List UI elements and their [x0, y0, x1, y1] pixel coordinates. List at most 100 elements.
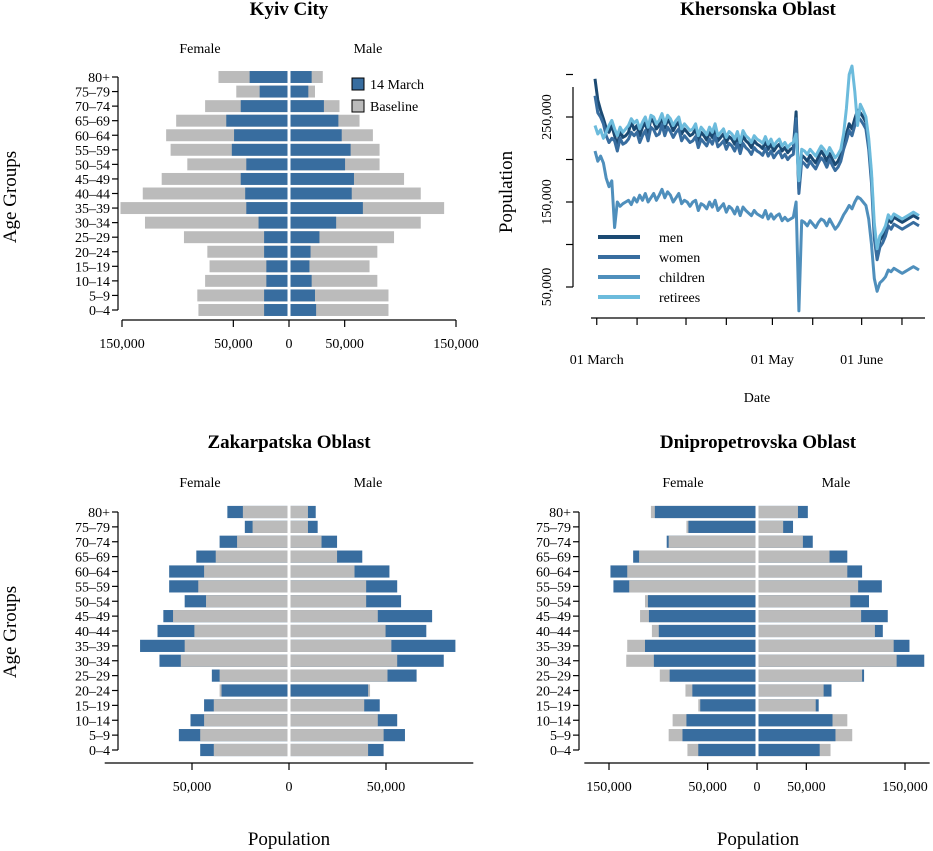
kyiv-xtick-label: 150,000 [99, 337, 145, 352]
kyiv-xtick-label: 50,000 [214, 337, 253, 352]
kyiv-female-march-bar [264, 231, 288, 244]
dnipro-age-tick: 5–9 [550, 729, 571, 744]
zak-age-tick: 5–9 [89, 729, 110, 744]
dnipro-age-tick: 25–29 [536, 670, 571, 685]
kyiv-age-tick: 60–64 [75, 129, 110, 144]
dnipro-male-baseline-bar [758, 639, 894, 652]
kyiv-male-march-bar [290, 304, 317, 316]
kyiv-age-tick: 30–34 [75, 217, 110, 232]
zak-female-baseline-bar [180, 654, 288, 667]
kyiv-age-tick: 70–74 [75, 100, 110, 115]
zak-male-baseline-bar [290, 610, 378, 623]
zak-female-march-bar [221, 684, 288, 697]
zak-female-baseline-bar [242, 505, 288, 519]
kyiv-female-baseline-bar [197, 289, 288, 302]
zak-male-label: Male [354, 476, 383, 491]
zak-female-baseline-bar [213, 699, 288, 712]
kherson-ytick-label: 150,000 [540, 179, 555, 225]
dnipro-female-march-bar [648, 610, 756, 623]
zak-female-baseline-bar [215, 550, 288, 563]
kherson-ytick-label: 50,000 [540, 268, 555, 307]
zak-male-baseline-bar [290, 624, 386, 638]
dnipro-male-march-bar [758, 729, 836, 742]
kyiv-female-march-bar [234, 129, 288, 142]
zak-male-baseline-bar [290, 550, 338, 563]
zak-male-baseline-bar [290, 520, 308, 533]
kyiv-xtick-label: 50,000 [325, 337, 364, 352]
kyiv-female-baseline-bar [144, 216, 288, 229]
kherson-yaxis-label: Population [496, 150, 517, 233]
dnipro-male-baseline-bar [758, 684, 824, 697]
dnipro-female-baseline-bar [668, 535, 756, 548]
kyiv-title: Kyiv City [250, 0, 329, 20]
kyiv-male-march-bar [290, 100, 324, 113]
kyiv-female-march-bar [245, 187, 288, 200]
zak-female-baseline-bar [237, 535, 288, 548]
dnipro-male-label: Male [822, 476, 851, 491]
kyiv-age-tick: 15–19 [75, 260, 110, 275]
zak-male-baseline-bar [290, 595, 367, 608]
legend-march-swatch [351, 77, 365, 91]
kyiv-panel: Kyiv City Female Male Age Groups 14 Marc… [0, 0, 479, 352]
dnipro-female-march-bar [644, 639, 756, 652]
dnipro-female-march-bar [700, 699, 756, 712]
kyiv-male-march-bar [290, 202, 363, 215]
zak-male-baseline-bar [290, 535, 322, 548]
kyiv-age-tick: 45–49 [75, 173, 110, 188]
zak-age-tick: 30–34 [75, 655, 110, 670]
dnipro-male-baseline-bar [758, 535, 803, 548]
kyiv-age-tick: 20–24 [75, 246, 110, 261]
kyiv-male-march-bar [290, 274, 312, 287]
zak-age-tick: 20–24 [75, 685, 110, 700]
dnipro-age-tick: 55–59 [536, 580, 571, 595]
kyiv-female-march-bar [240, 172, 288, 185]
zak-age-tick: 65–69 [75, 551, 110, 566]
zak-female-baseline-bar [184, 639, 288, 652]
kyiv-age-tick: 50–54 [75, 158, 110, 173]
kherson-legend-label: retirees [659, 291, 700, 306]
dnipro-age-tick: 40–44 [536, 625, 571, 640]
zak-age-tick: 10–14 [75, 714, 110, 729]
dnipro-age-tick: 65–69 [536, 551, 571, 566]
dnipro-age-tick: 70–74 [536, 536, 571, 551]
kyiv-male-march-bar [290, 158, 346, 171]
dnipro-xtick-label: 150,000 [882, 780, 928, 795]
kyiv-female-baseline-bar [170, 143, 288, 156]
dnipro-male-baseline-bar [758, 669, 863, 682]
kherson-xtick-label: 01 June [840, 353, 883, 368]
kyiv-female-march-bar [259, 85, 288, 98]
kyiv-female-baseline-bar [187, 158, 288, 171]
kyiv-female-march-bar [231, 143, 288, 156]
zak-female-baseline-bar [206, 595, 288, 608]
kyiv-male-march-bar [290, 187, 352, 200]
zak-xaxis-label: Population [248, 829, 331, 850]
kyiv-female-baseline-bar [120, 202, 288, 215]
zak-age-tick: 55–59 [75, 580, 110, 595]
kyiv-male-baseline-bar [290, 216, 421, 229]
dnipro-panel: Dnipropetrovska Oblast Female Male Popul… [536, 432, 930, 850]
kherson-legend-label: men [659, 231, 683, 246]
dnipro-male-baseline-bar [758, 624, 875, 638]
dnipro-male-baseline-bar [758, 699, 816, 712]
kyiv-male-baseline-bar [290, 260, 370, 273]
kyiv-male-march-bar [290, 260, 310, 273]
dnipro-age-tick: 30–34 [536, 655, 571, 670]
kyiv-female-march-bar [246, 202, 288, 215]
dnipro-female-march-bar [654, 505, 756, 519]
zak-xtick-label: 50,000 [367, 780, 406, 795]
kyiv-male-march-bar [290, 71, 312, 83]
zak-male-baseline-bar [290, 743, 369, 757]
zak-male-baseline-bar [290, 669, 388, 682]
zak-age-tick: 70–74 [75, 536, 110, 551]
zak-female-baseline-bar [219, 669, 288, 682]
zak-xtick-label: 50,000 [173, 780, 212, 795]
dnipro-xtick-label: 0 [754, 780, 761, 795]
kyiv-male-march-bar [290, 143, 351, 156]
kyiv-yaxis-label: Age Groups [0, 151, 21, 243]
zak-female-baseline-bar [200, 729, 288, 742]
dnipro-age-tick: 80+ [549, 506, 571, 521]
kherson-line-retirees [593, 64, 920, 251]
zak-female-baseline-bar [252, 520, 288, 533]
kyiv-age-tick: 80+ [88, 71, 110, 86]
dnipro-male-baseline-bar [758, 580, 859, 593]
